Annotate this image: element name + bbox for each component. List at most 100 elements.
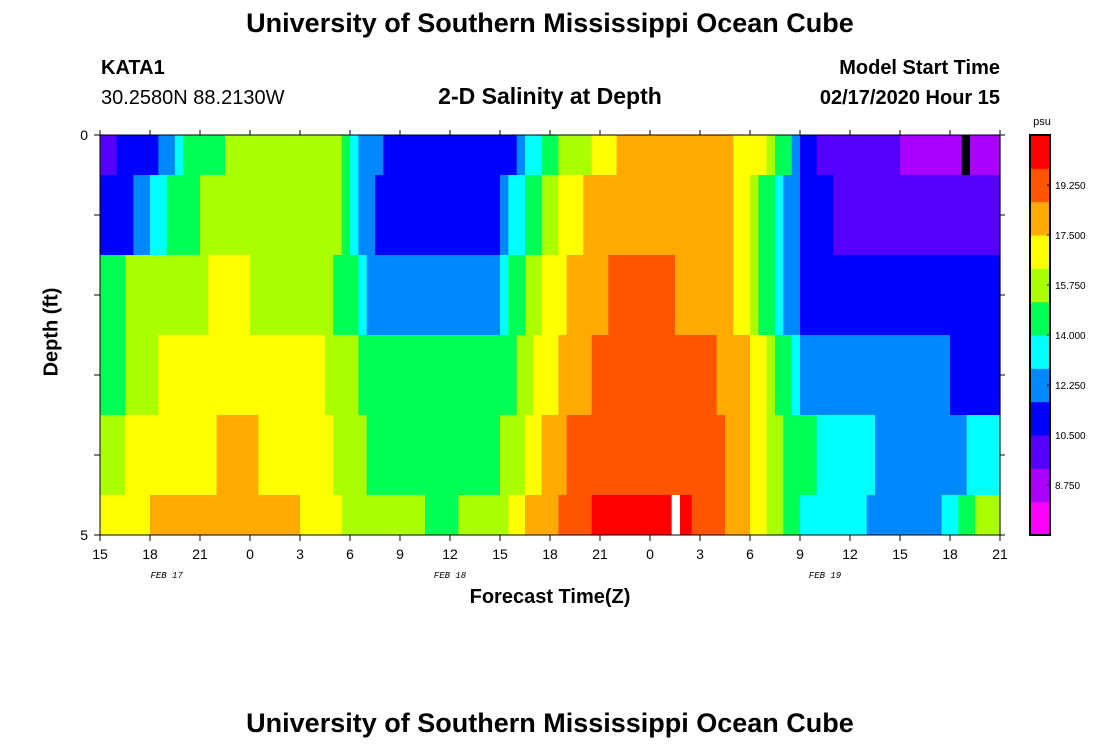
heatmap-cell <box>716 255 726 335</box>
heatmap-cell <box>758 495 768 535</box>
heatmap-cell <box>825 415 834 495</box>
heatmap-cell <box>450 175 459 255</box>
heatmap-cell <box>525 255 534 335</box>
heatmap-cell <box>216 415 226 495</box>
heatmap-cell <box>866 335 876 415</box>
heatmap-cell <box>141 255 151 335</box>
heatmap-cell <box>908 495 918 535</box>
heatmap-cell <box>866 495 876 535</box>
heatmap-cell <box>341 255 351 335</box>
heatmap-cell <box>833 335 843 415</box>
heatmap-cell <box>541 495 551 535</box>
heatmap-cell <box>300 335 309 415</box>
heatmap-cell <box>525 415 534 495</box>
heatmap-cell <box>916 495 926 535</box>
heatmap-cell <box>583 255 593 335</box>
heatmap-cell <box>475 175 484 255</box>
heatmap-cell <box>741 175 751 255</box>
heatmap-cell <box>733 135 743 175</box>
heatmap-cell <box>950 255 959 335</box>
heatmap-cell <box>150 495 159 535</box>
heatmap-cell <box>841 415 851 495</box>
heatmap-cell <box>308 255 318 335</box>
heatmap-cell <box>908 175 918 255</box>
heatmap-cell <box>116 335 126 415</box>
heatmap-cell <box>533 495 543 535</box>
heatmap-cell <box>308 495 318 535</box>
heatmap-cell <box>725 175 734 255</box>
heatmap-cell <box>383 495 393 535</box>
heatmap-cell <box>841 255 851 335</box>
heatmap-cell <box>641 415 651 495</box>
heatmap-cell <box>600 415 609 495</box>
heatmap-cell <box>550 175 559 255</box>
heatmap-cell <box>175 135 184 175</box>
heatmap-cell <box>191 135 201 175</box>
heatmap-cell <box>825 135 834 175</box>
heatmap-cell <box>300 415 309 495</box>
heatmap-cell <box>525 495 534 535</box>
heatmap-cell <box>641 135 651 175</box>
heatmap-cell <box>500 415 509 495</box>
heatmap-cell <box>400 335 409 415</box>
heatmap-cell <box>658 495 668 535</box>
heatmap-cell <box>750 175 759 255</box>
heatmap-cell <box>541 255 551 335</box>
colorbar-tick-label: 8.750 <box>1055 481 1080 492</box>
heatmap-cell <box>366 255 376 335</box>
heatmap-cell <box>616 335 626 415</box>
heatmap-cell <box>708 415 718 495</box>
colorbar-tick-label: 14.000 <box>1055 331 1086 342</box>
heatmap-cell <box>233 495 243 535</box>
heatmap-cell <box>800 415 809 495</box>
heatmap-cell <box>966 135 976 175</box>
heatmap-cell <box>825 175 834 255</box>
heatmap-cell <box>566 495 576 535</box>
heatmap-cell <box>450 495 459 535</box>
heatmap-cell <box>366 175 376 255</box>
heatmap-cell <box>708 495 718 535</box>
heatmap-cell <box>850 255 859 335</box>
heatmap-cell <box>600 335 609 415</box>
heatmap-cell <box>633 175 643 255</box>
heatmap-cell <box>466 175 476 255</box>
heatmap-cell <box>791 255 801 335</box>
heatmap-cell <box>733 495 743 535</box>
heatmap-cell <box>233 135 243 175</box>
colorbar-segment <box>1030 435 1050 469</box>
heatmap-cell <box>675 175 684 255</box>
heatmap-cell <box>250 335 259 415</box>
heatmap-cell <box>616 495 626 535</box>
heatmap-cell <box>458 335 468 415</box>
heatmap-cell <box>783 495 793 535</box>
heatmap-cell <box>591 415 601 495</box>
heatmap-cell <box>116 495 126 535</box>
heatmap-cell <box>625 335 634 415</box>
heatmap-cell <box>508 415 518 495</box>
heatmap-cell <box>783 175 793 255</box>
heatmap-cell <box>666 495 676 535</box>
heatmap-cell <box>425 415 434 495</box>
heatmap-cell <box>508 175 518 255</box>
heatmap-cell <box>883 255 893 335</box>
heatmap-cell <box>375 255 384 335</box>
heatmap-cell <box>508 335 518 415</box>
x-tick-label: 15 <box>92 546 108 562</box>
heatmap-cell <box>950 175 959 255</box>
heatmap-cell <box>675 415 684 495</box>
heatmap-cell <box>558 135 568 175</box>
heatmap-cell <box>466 335 476 415</box>
heatmap-cell <box>233 175 243 255</box>
heatmap-cell <box>183 255 193 335</box>
colorbar-segment <box>1030 235 1050 269</box>
heatmap-cell <box>800 175 809 255</box>
heatmap-cell <box>991 415 1001 495</box>
heatmap-cell <box>875 335 884 415</box>
heatmap-cell <box>641 175 651 255</box>
heatmap-cell <box>433 415 443 495</box>
heatmap-cell <box>750 415 759 495</box>
heatmap-cell <box>533 255 543 335</box>
heatmap-cell <box>766 135 776 175</box>
page-footer-title: University of Southern Mississippi Ocean… <box>246 708 854 738</box>
